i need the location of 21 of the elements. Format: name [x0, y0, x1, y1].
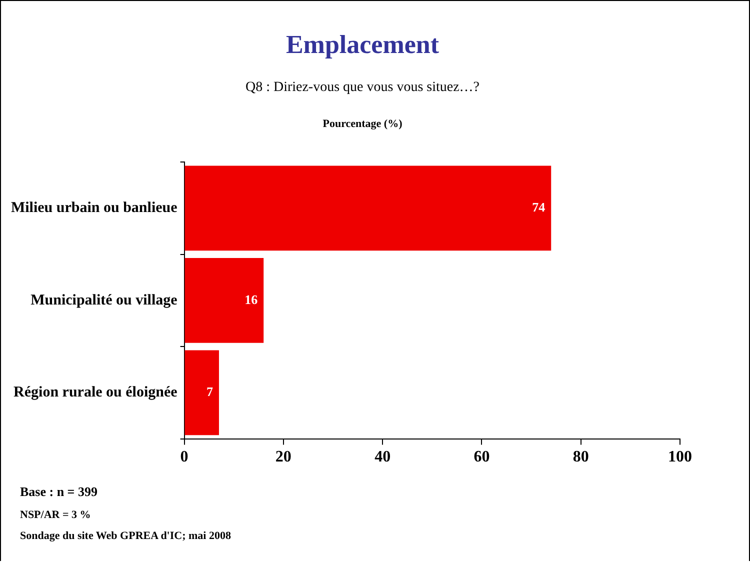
bar	[184, 166, 552, 251]
chart-title: Emplacement	[284, 30, 440, 60]
data-label: 16	[244, 292, 258, 307]
bar	[184, 258, 264, 343]
text: Sondage du site Web GPREA d'IC; mai 2008	[20, 530, 231, 542]
x-axis-title: Pourcentage (%)	[322, 118, 404, 130]
x-tick-label: 100	[668, 448, 692, 466]
y-tick-label: Milieu urbain ou banlieue	[10, 200, 178, 216]
x-tick-label: 0	[180, 448, 188, 466]
x-tick-label: 60	[474, 448, 490, 466]
x-tick-label: 20	[275, 448, 292, 466]
data-label: 7	[206, 384, 214, 400]
y-tick-label: Municipalité ou village	[30, 292, 178, 308]
data-label: 74	[532, 199, 546, 214]
text: NSP/AR = 3 %	[20, 509, 92, 521]
bar	[184, 350, 219, 436]
chart-subtitle: Q8 : Diriez-vous que vous vous situez…?	[244, 80, 481, 96]
y-tick-label: Région rurale ou éloignée	[14, 384, 178, 401]
x-tick-label: 80	[572, 448, 589, 466]
x-tick-label: 40	[374, 448, 391, 466]
text: Base : n = 399	[20, 484, 98, 500]
